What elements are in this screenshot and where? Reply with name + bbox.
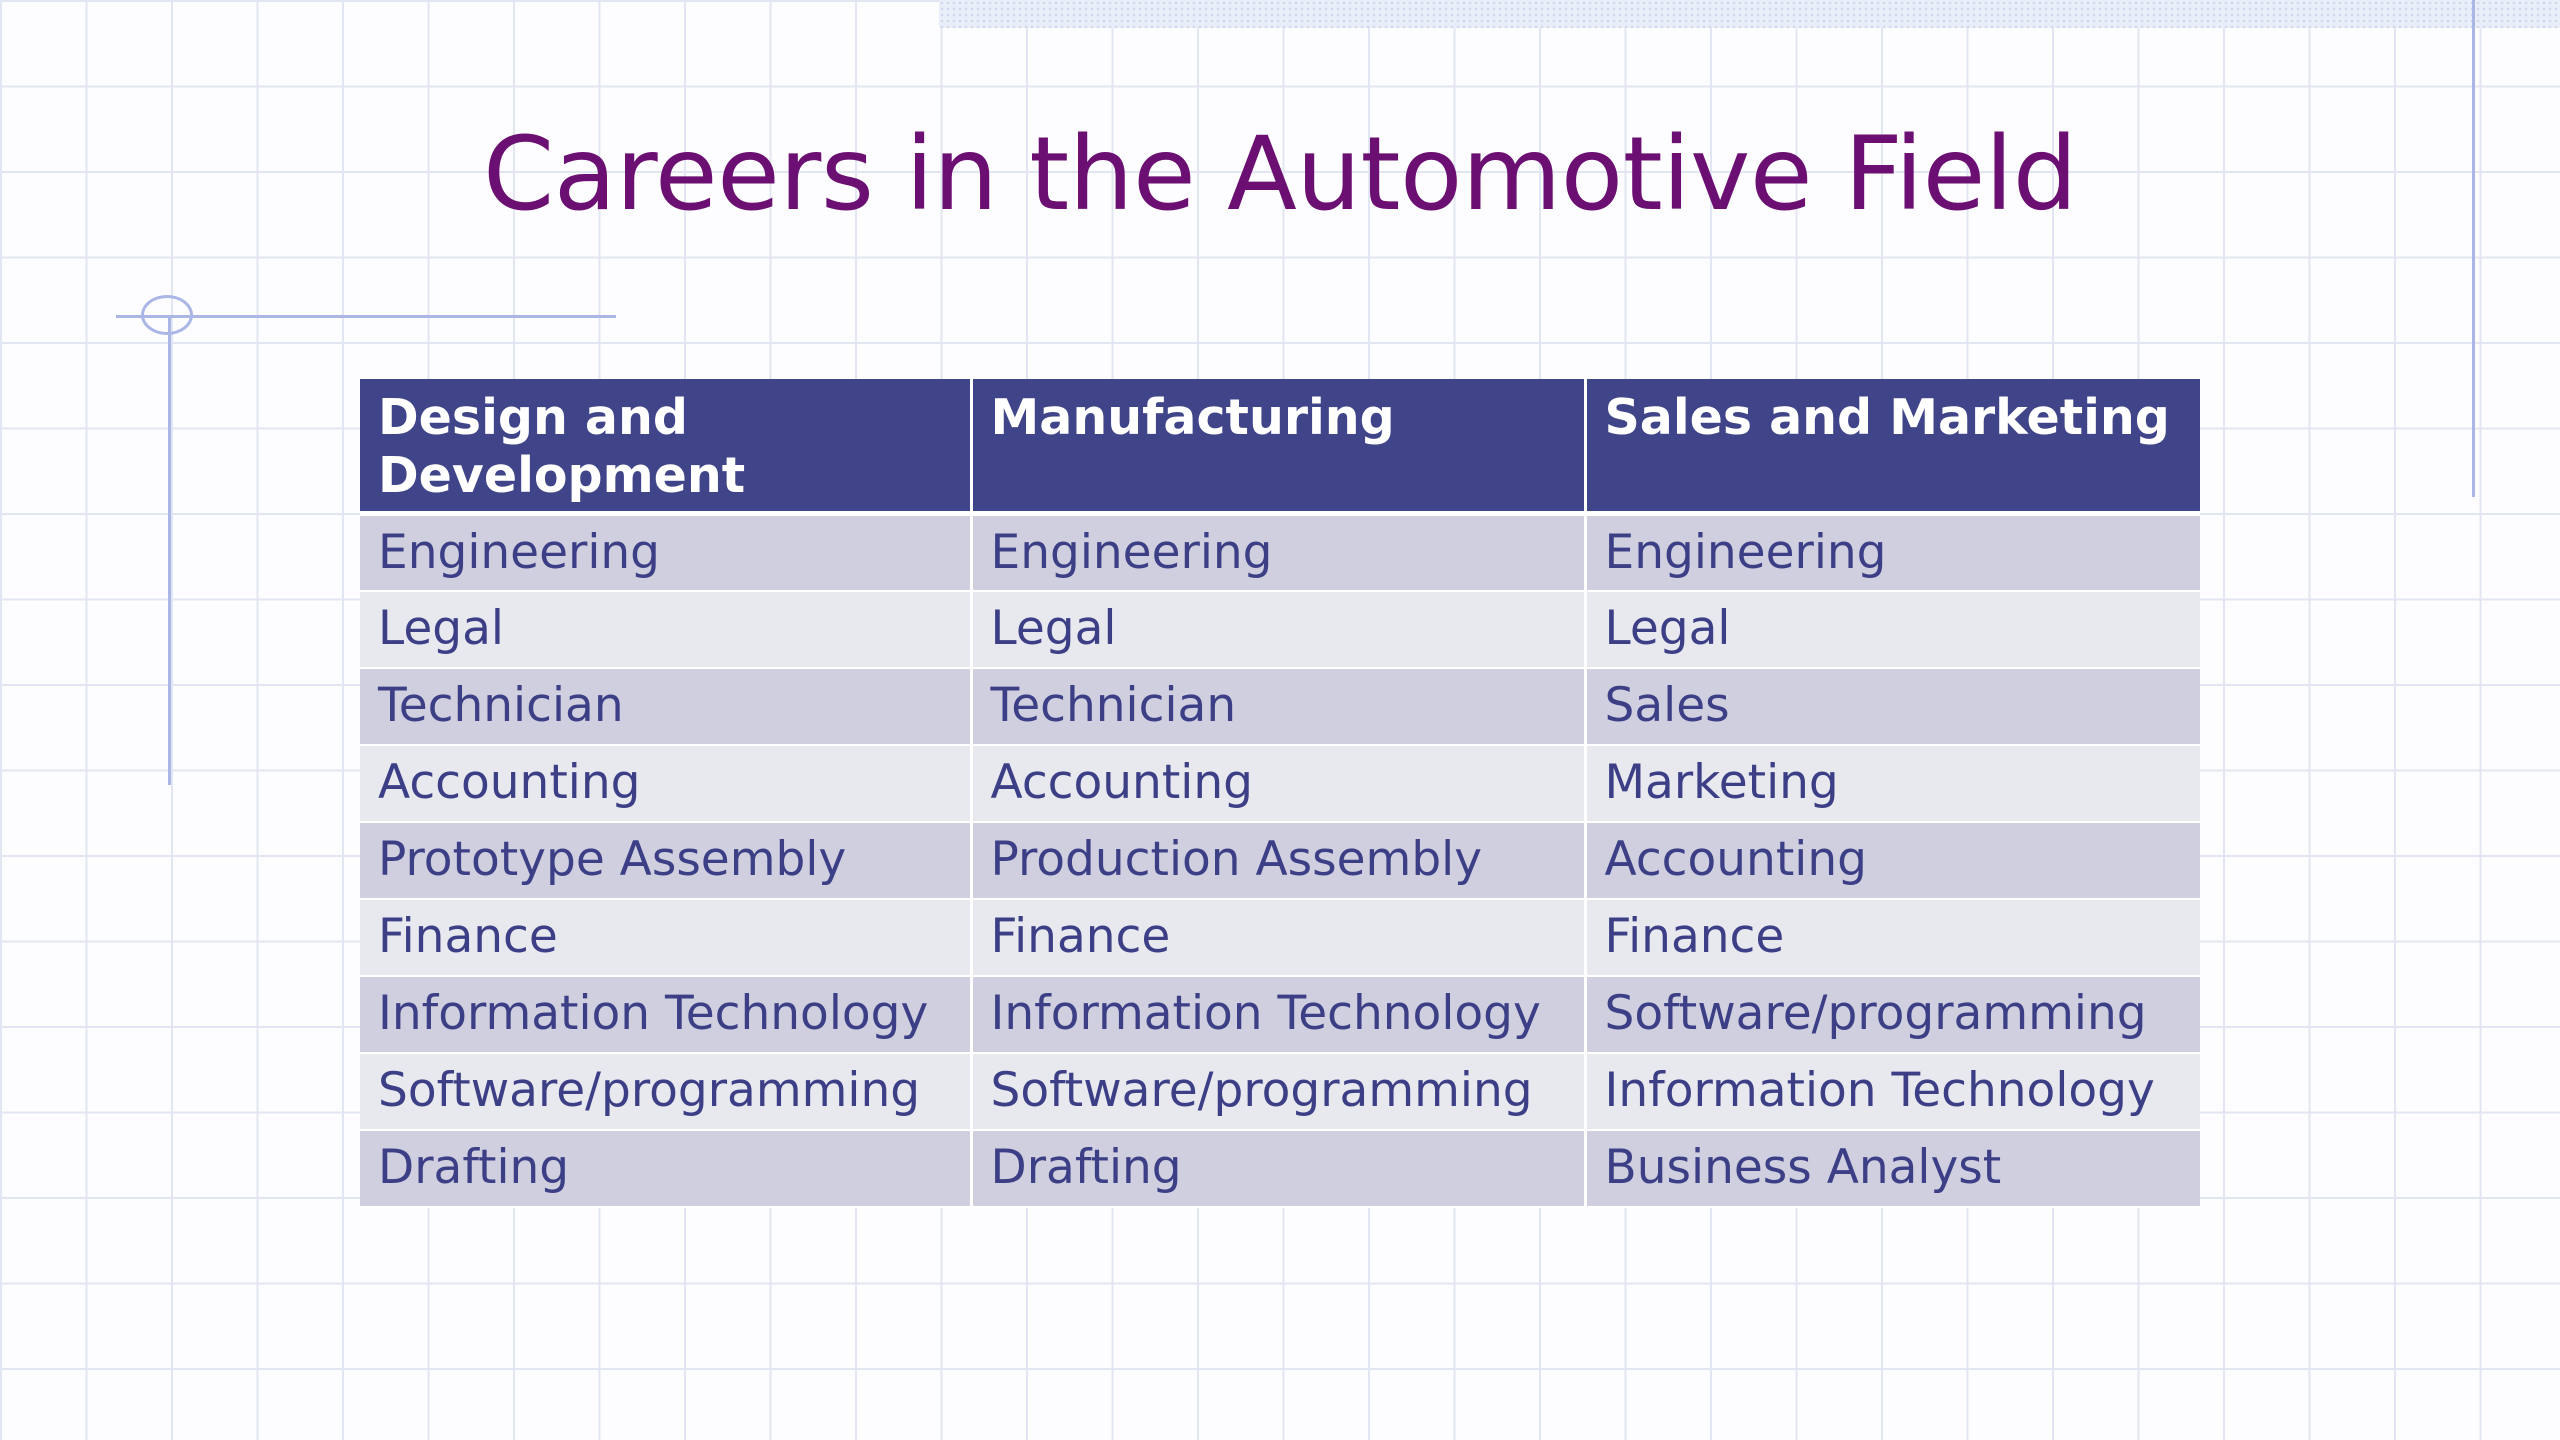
table-row: Technician Technician Sales xyxy=(360,667,2200,746)
top-decorative-band xyxy=(939,0,2560,28)
table-cell: Legal xyxy=(360,590,973,669)
table-row: Information Technology Information Techn… xyxy=(360,975,2200,1054)
table-cell: Finance xyxy=(1583,898,2200,977)
table-cell: Information Technology xyxy=(1583,1052,2200,1131)
table-cell: Marketing xyxy=(1583,744,2200,823)
table-cell: Technician xyxy=(969,667,1587,746)
table-cell: Finance xyxy=(360,898,973,977)
column-header-design-development: Design and Development xyxy=(360,379,973,516)
table-row: Drafting Drafting Business Analyst xyxy=(360,1129,2200,1208)
table-cell: Business Analyst xyxy=(1583,1129,2200,1208)
decorative-horizontal-line xyxy=(116,315,616,318)
table-cell: Engineering xyxy=(1583,513,2200,592)
table-cell: Engineering xyxy=(969,513,1587,592)
column-header-sales-marketing: Sales and Marketing xyxy=(1583,379,2200,516)
table-cell: Software/programming xyxy=(969,1052,1587,1131)
table-cell: Sales xyxy=(1583,667,2200,746)
table-cell: Legal xyxy=(969,590,1587,669)
table-cell: Software/programming xyxy=(1583,975,2200,1054)
table-row: Software/programming Software/programmin… xyxy=(360,1052,2200,1131)
table-cell: Production Assembly xyxy=(969,821,1587,900)
table-cell: Accounting xyxy=(360,744,973,823)
decorative-circle xyxy=(141,295,193,335)
table-cell: Accounting xyxy=(1583,821,2200,900)
table-cell: Finance xyxy=(969,898,1587,977)
table-cell: Accounting xyxy=(969,744,1587,823)
decorative-vertical-line xyxy=(168,315,171,785)
table-cell: Prototype Assembly xyxy=(360,821,973,900)
table-cell: Drafting xyxy=(969,1129,1587,1208)
table-row: Accounting Accounting Marketing xyxy=(360,744,2200,823)
table-cell: Technician xyxy=(360,667,973,746)
table-row: Finance Finance Finance xyxy=(360,898,2200,977)
right-decorative-line xyxy=(2472,0,2475,497)
careers-table: Design and Development Manufacturing Sal… xyxy=(360,379,2200,1208)
table-cell: Information Technology xyxy=(360,975,973,1054)
slide-title: Careers in the Automotive Field xyxy=(482,115,2078,234)
table-cell: Engineering xyxy=(360,513,973,592)
table-row: Legal Legal Legal xyxy=(360,590,2200,669)
table-cell: Software/programming xyxy=(360,1052,973,1131)
table-header-row: Design and Development Manufacturing Sal… xyxy=(360,379,2200,516)
table-cell: Drafting xyxy=(360,1129,973,1208)
table-cell: Legal xyxy=(1583,590,2200,669)
table-cell: Information Technology xyxy=(969,975,1587,1054)
column-header-manufacturing: Manufacturing xyxy=(969,379,1587,516)
table-row: Engineering Engineering Engineering xyxy=(360,513,2200,592)
table-row: Prototype Assembly Production Assembly A… xyxy=(360,821,2200,900)
